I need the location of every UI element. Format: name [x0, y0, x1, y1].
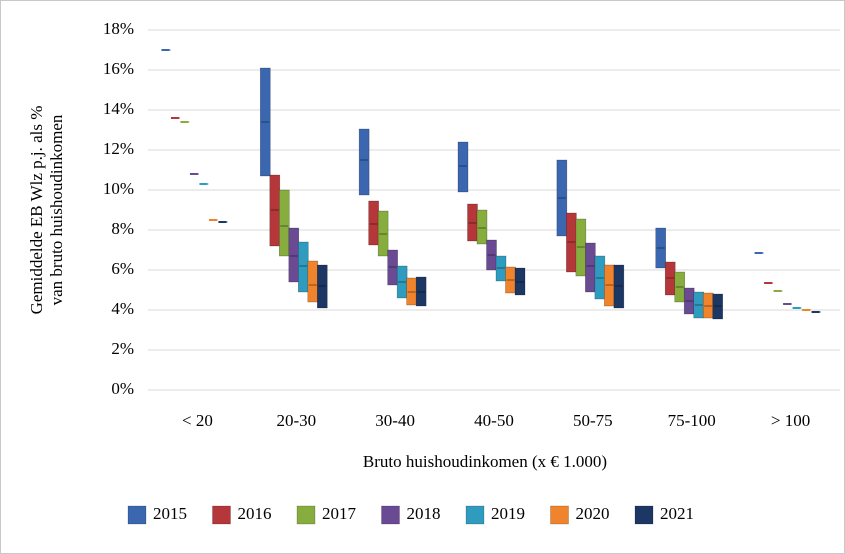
x-tick-label: 50-75: [573, 411, 613, 430]
legend-label: 2021: [660, 504, 694, 523]
legend-label: 2015: [153, 504, 187, 523]
legend-label: 2019: [491, 504, 525, 523]
range-bar: [358, 128, 370, 196]
range-bar: [288, 227, 300, 283]
range-bar: [585, 242, 596, 293]
range-bar: [368, 200, 379, 246]
y-tick-label: 2%: [111, 339, 134, 358]
range-bar: [259, 67, 271, 177]
range-bar: [476, 209, 488, 245]
range-bar: [556, 159, 568, 237]
range-bar: [377, 210, 389, 257]
x-tick-label: 40-50: [474, 411, 514, 430]
range-bar: [486, 239, 497, 271]
y-axis-title: Gemiddelde EB Wlz p.j. als %van bruto hu…: [27, 106, 66, 315]
x-tick-label: 75-100: [668, 411, 716, 430]
legend-swatch: [465, 505, 485, 525]
x-tick-label: 20-30: [276, 411, 316, 430]
legend-swatch: [381, 505, 400, 525]
y-tick-label: 10%: [103, 179, 134, 198]
legend-label: 2020: [576, 504, 610, 523]
legend-swatch: [212, 505, 231, 525]
range-bar: [712, 293, 724, 320]
y-axis-title-line: Gemiddelde EB Wlz p.j. als %: [27, 106, 46, 315]
legend-swatch: [296, 505, 316, 525]
y-tick-label: 14%: [103, 99, 134, 118]
legend-label: 2016: [238, 504, 272, 523]
range-bar: [457, 141, 469, 193]
y-tick-label: 0%: [111, 379, 134, 398]
x-tick-label: > 100: [771, 411, 810, 430]
legend-swatch: [127, 505, 147, 525]
range-bar: [278, 189, 290, 257]
x-tick-label: < 20: [182, 411, 213, 430]
range-bar: [307, 260, 319, 303]
legend-label: 2018: [407, 504, 441, 523]
range-bar: [297, 241, 309, 293]
y-tick-label: 6%: [111, 259, 134, 278]
x-axis-title: Bruto huishoudinkomen (x € 1.000): [363, 452, 607, 471]
range-bar: [655, 227, 667, 269]
range-bar: [316, 264, 328, 309]
y-tick-label: 18%: [103, 19, 134, 38]
legend-swatch: [550, 505, 569, 525]
y-axis-title-line: van bruto huishoudinkomen: [47, 114, 66, 305]
y-tick-label: 12%: [103, 139, 134, 158]
range-bar: [613, 264, 625, 309]
y-tick-label: 4%: [111, 299, 134, 318]
range-bar: [415, 276, 427, 307]
x-tick-label: 30-40: [375, 411, 415, 430]
range-bar: [514, 267, 526, 296]
y-tick-label: 8%: [111, 219, 134, 238]
y-tick-label: 16%: [103, 59, 134, 78]
range-bar: [674, 271, 686, 303]
legend-label: 2017: [322, 504, 357, 523]
legend-swatch: [634, 505, 654, 525]
